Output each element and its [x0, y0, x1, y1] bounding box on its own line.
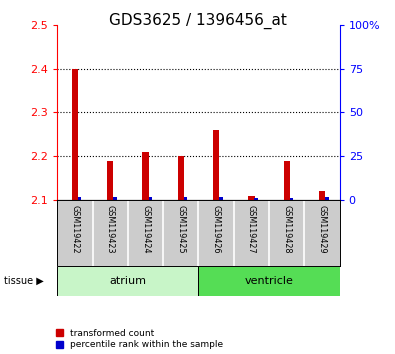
Bar	[254, 198, 258, 200]
Bar	[213, 130, 219, 200]
Bar	[219, 198, 223, 200]
Bar	[248, 196, 255, 200]
Text: GSM119424: GSM119424	[141, 205, 150, 254]
Text: atrium: atrium	[109, 275, 147, 286]
Text: GSM119426: GSM119426	[212, 205, 221, 254]
Bar	[184, 198, 187, 200]
Bar	[290, 198, 293, 200]
Bar	[78, 196, 81, 200]
Text: GSM119422: GSM119422	[70, 205, 79, 254]
Text: ventricle: ventricle	[245, 275, 293, 286]
Bar	[57, 266, 199, 296]
Text: GSM119428: GSM119428	[282, 205, 291, 254]
Bar	[178, 156, 184, 200]
Bar	[325, 198, 329, 200]
Bar	[72, 69, 78, 200]
Text: GSM119427: GSM119427	[247, 205, 256, 254]
Bar	[199, 266, 340, 296]
Bar	[142, 152, 149, 200]
Text: GSM119425: GSM119425	[176, 205, 185, 254]
Text: GSM119429: GSM119429	[318, 205, 327, 254]
Bar	[284, 161, 290, 200]
Legend: transformed count, percentile rank within the sample: transformed count, percentile rank withi…	[56, 329, 224, 349]
Text: GSM119423: GSM119423	[106, 205, 115, 254]
Bar	[113, 198, 117, 200]
Text: GDS3625 / 1396456_at: GDS3625 / 1396456_at	[109, 12, 286, 29]
Text: tissue ▶: tissue ▶	[4, 275, 44, 286]
Bar	[107, 161, 113, 200]
Bar	[319, 191, 325, 200]
Bar	[149, 198, 152, 200]
